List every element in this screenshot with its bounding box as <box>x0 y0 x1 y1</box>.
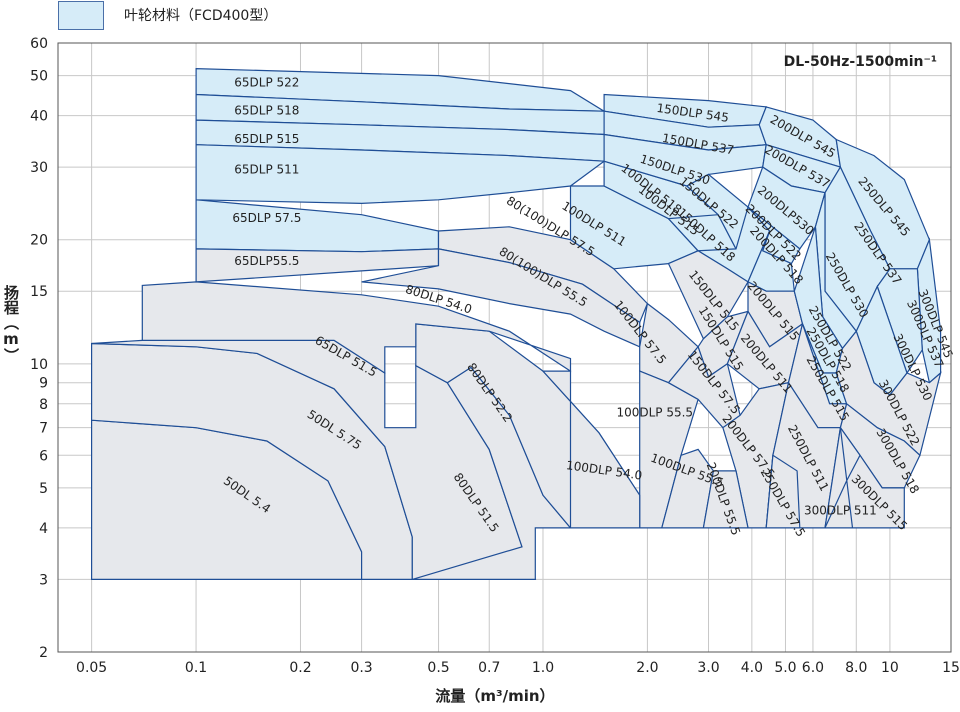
x-tick-label: 10 <box>881 660 899 676</box>
zone-label: 65DLP 518 <box>234 104 299 118</box>
x-tick-label: 1.0 <box>532 660 554 676</box>
pump-zone <box>667 345 741 429</box>
x-tick-label: 5.0 <box>774 660 796 676</box>
pump-zone <box>824 427 861 529</box>
y-tick-label: 9 <box>39 376 48 392</box>
x-tick-label: 0.05 <box>76 660 107 676</box>
pump-zone <box>195 144 606 205</box>
x-tick-label: 2.0 <box>636 660 658 676</box>
y-tick-label: 15 <box>30 284 48 300</box>
x-tick-label: 6.0 <box>802 660 824 676</box>
x-axis-title: 流量（m³/min） <box>435 687 554 705</box>
chart-title: DL-50Hz-1500min⁻¹ <box>784 54 937 70</box>
pump-zone <box>765 454 801 529</box>
zone-label: 65DLP 57.5 <box>232 211 301 225</box>
x-tick-label: 8.0 <box>845 660 867 676</box>
pump-zone <box>361 248 641 348</box>
y-tick-label: 10 <box>30 357 48 373</box>
plot-frame <box>57 42 952 653</box>
x-tick-label: 0.3 <box>350 660 372 676</box>
y-tick-label: 5 <box>39 481 48 497</box>
x-tick-label: 15 <box>942 660 960 676</box>
zone-label: 65DLP 511 <box>234 163 299 177</box>
y-tick-label: 50 <box>30 69 48 85</box>
legend: 叶轮材料（FCD400型） <box>58 0 277 30</box>
x-tick-label: 0.7 <box>478 660 500 676</box>
pump-zone <box>141 281 572 375</box>
y-tick-label: 30 <box>30 160 48 176</box>
zone-label: 100DLP 55.5 <box>616 405 693 419</box>
pump-zone <box>702 470 749 529</box>
x-tick-label: 3.0 <box>697 660 719 676</box>
y-tick-label: 8 <box>39 397 48 413</box>
y-tick-label: 60 <box>30 36 48 52</box>
y-tick-label: 20 <box>30 233 48 249</box>
y-tick-label: 7 <box>39 421 48 437</box>
y-axis-title: 扬程（m） <box>2 285 20 363</box>
legend-label: 叶轮材料（FCD400型） <box>124 8 278 24</box>
x-tick-label: 0.5 <box>427 660 449 676</box>
x-tick-label: 4.0 <box>741 660 763 676</box>
y-tick-label: 3 <box>39 572 48 588</box>
x-tick-label: 0.2 <box>289 660 311 676</box>
y-tick-label: 6 <box>39 448 48 464</box>
legend-swatch <box>58 0 104 30</box>
y-tick-label: 4 <box>39 521 48 537</box>
zone-label: 65DLP55.5 <box>234 254 299 268</box>
pump-zone <box>661 448 715 529</box>
pump-zone <box>541 370 641 529</box>
zone-label: 300DLP 511 <box>804 503 877 517</box>
zone-label: 65DLP 522 <box>234 75 299 89</box>
pump-zone <box>195 199 440 253</box>
x-tick-label: 0.1 <box>185 660 207 676</box>
zone-label: 65DLP 515 <box>234 132 299 146</box>
y-tick-label: 40 <box>30 109 48 125</box>
y-tick-label: 2 <box>39 645 48 661</box>
